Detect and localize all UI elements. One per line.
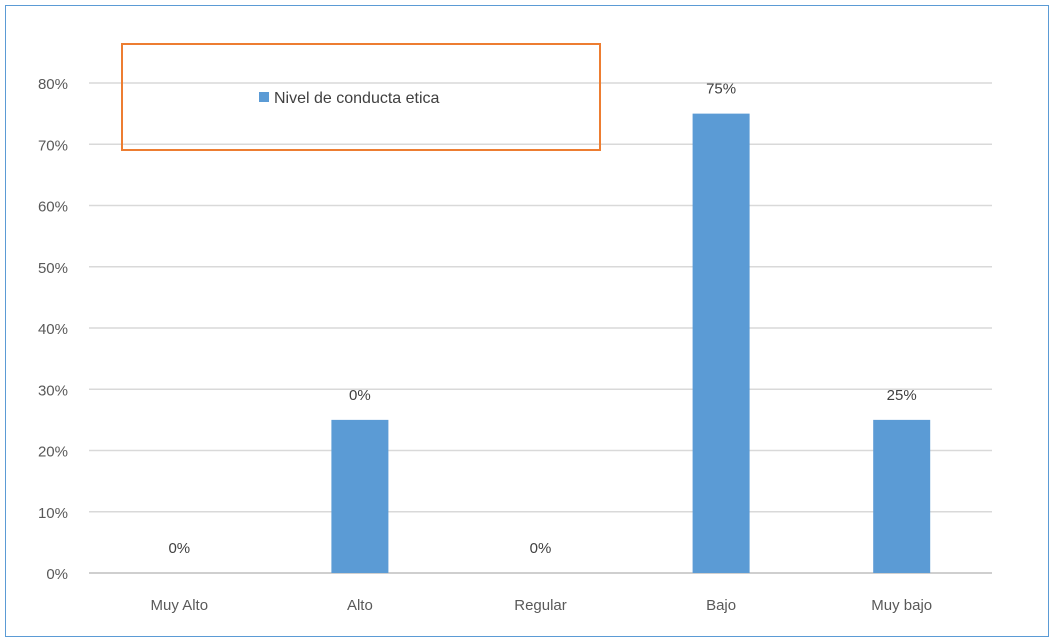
x-tick-label: Muy Alto	[151, 597, 209, 614]
data-label: 0%	[168, 540, 190, 557]
x-tick-label: Alto	[347, 597, 373, 614]
data-label: 75%	[706, 81, 736, 98]
data-label: 0%	[530, 540, 552, 557]
x-tick-label: Regular	[514, 597, 567, 614]
data-label: 25%	[887, 387, 917, 404]
y-tick-label: 40%	[38, 321, 68, 338]
y-axis-tick-labels: 0% 10% 20% 30% 40% 50% 60% 70% 80%	[38, 76, 68, 583]
data-labels: 0% 0% 0% 75% 25%	[168, 81, 916, 557]
chart-frame: 0% 10% 20% 30% 40% 50% 60% 70% 80% 0% 0% 0% 75% 25% …	[5, 5, 1049, 637]
y-tick-label: 30%	[38, 382, 68, 399]
y-tick-label: 10%	[38, 505, 68, 522]
x-tick-label: Muy bajo	[871, 597, 932, 614]
bar	[331, 419, 389, 573]
y-tick-label: 0%	[46, 566, 68, 583]
data-label: 0%	[349, 387, 371, 404]
bar	[873, 419, 931, 573]
gridlines	[89, 82, 992, 574]
legend: Nivel de conducta etica	[121, 43, 601, 151]
legend-box	[121, 43, 601, 151]
y-tick-label: 70%	[38, 137, 68, 154]
x-tick-label: Bajo	[706, 597, 736, 614]
bars	[331, 113, 931, 573]
bar-chart: 0%10%20%30%40%50%60%70%80% 0%0%0%75%25% …	[38, 43, 992, 614]
y-tick-label: 50%	[38, 260, 68, 277]
bar	[692, 113, 750, 573]
y-tick-label: 80%	[38, 76, 68, 93]
legend-swatch	[259, 92, 269, 102]
x-axis-tick-labels: Muy Alto Alto Regular Bajo Muy bajo	[151, 597, 933, 614]
y-tick-label: 60%	[38, 199, 68, 216]
y-tick-label: 20%	[38, 444, 68, 461]
legend-label: Nivel de conducta etica	[274, 90, 440, 107]
